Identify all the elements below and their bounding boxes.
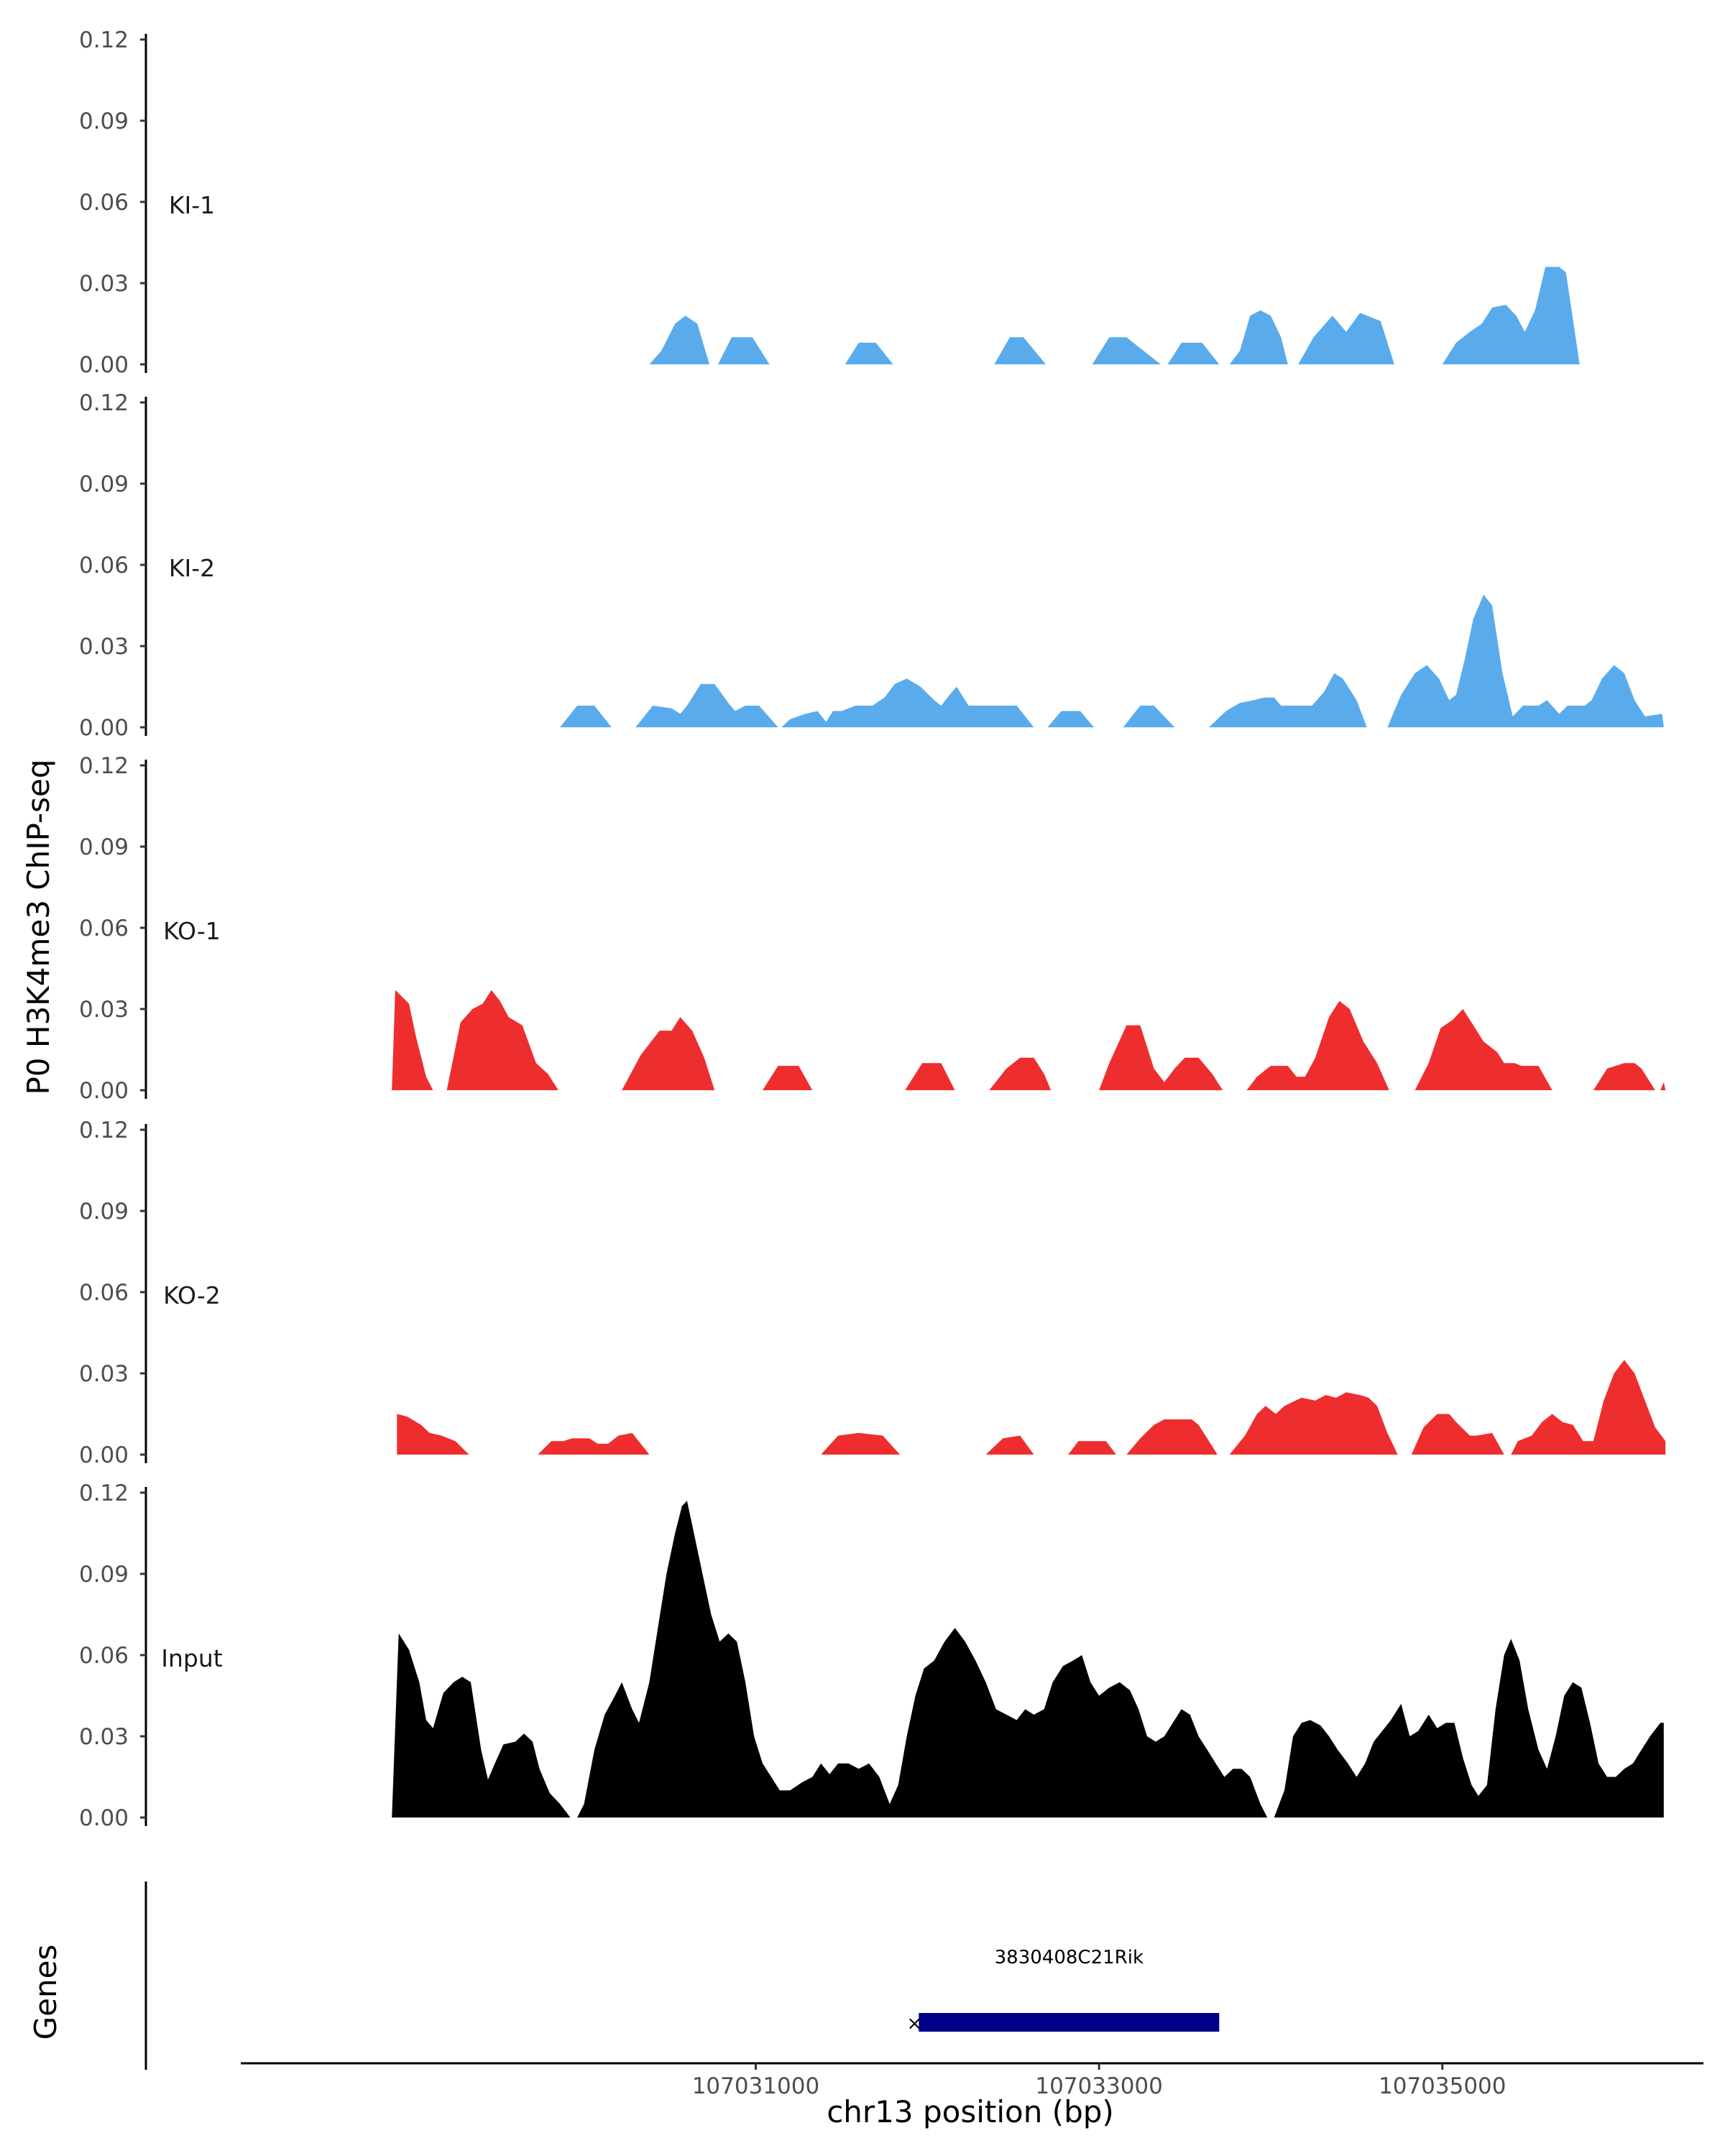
y-tick-label: 0.09 [79,1562,129,1588]
y-tick-label: 0.00 [79,1805,129,1831]
x-tick-label: 107035000 [1379,2073,1506,2099]
gene-3830408c21rik: 3830408C21Rik × [906,1947,1220,2035]
gene-body [919,2013,1220,2032]
y-tick-label: 0.00 [79,1442,129,1468]
track-label: KI-1 [169,191,215,219]
x-tick-label: 107031000 [692,2073,820,2099]
gene-label: 3830408C21Rik [995,1947,1144,1968]
track-label: Input [161,1644,223,1672]
y-tick-label: 0.12 [79,27,129,53]
y-tick-label: 0.03 [79,1724,129,1750]
y-axis-title: P0 H3K4me3 ChIP-seq [21,759,56,1095]
coverage-area-ki-1 [649,267,1580,364]
track-panel-ko-2: 0.00 0.03 0.06 0.09 0.12 KO-2 [79,1118,1666,1468]
y-tick-label: 0.06 [79,190,129,216]
track-label: KO-2 [163,1281,221,1309]
strand-marker: × [906,2013,922,2035]
y-tick-label: 0.00 [79,352,129,378]
y-tick-label: 0.09 [79,1199,129,1225]
y-tick-label: 0.00 [79,715,129,741]
y-tick-label: 0.09 [79,109,129,134]
track-panel-ki-1: 0.00 0.03 0.06 0.09 0.12 KI-1 [79,27,1580,378]
track-label: KO-1 [163,917,221,945]
track-panel-input: 0.00 0.03 0.06 0.09 0.12 Input [79,1480,1664,1831]
y-tick-label: 0.12 [79,1118,129,1143]
track-panels: 0.00 0.03 0.06 0.09 0.12 KI-1 0.00 0.03 0.06 0.09… [79,27,1666,1831]
coverage-area-ko-2 [397,1360,1666,1455]
track-panel-ko-1: 0.00 0.03 0.06 0.09 0.12 KO-1 [79,753,1666,1104]
y-tick-label: 0.03 [79,271,129,297]
y-tick-label: 0.03 [79,997,129,1023]
y-tick-label: 0.12 [79,753,129,779]
y-tick-label: 0.12 [79,1480,129,1506]
y-tick-label: 0.06 [79,553,129,579]
y-tick-label: 0.00 [79,1078,129,1104]
y-tick-label: 0.06 [79,1280,129,1306]
y-tick-label: 0.06 [79,1643,129,1669]
coverage-area-ki-2 [560,594,1664,727]
x-tick-label: 107033000 [1035,2073,1163,2099]
y-tick-label: 0.09 [79,834,129,860]
y-tick-label: 0.03 [79,1361,129,1387]
y-tick-label: 0.12 [79,390,129,416]
x-axis-title: chr13 position (bp) [827,2094,1114,2129]
coverage-area-input [392,1501,1664,1818]
y-tick-label: 0.03 [79,634,129,660]
y-tick-label: 0.06 [79,916,129,941]
track-label: KI-2 [169,554,215,582]
track-panel-ki-2: 0.00 0.03 0.06 0.09 0.12 KI-2 [79,390,1664,741]
y-tick-label: 0.09 [79,471,129,497]
x-axis: 107031000 107033000 107035000 [241,2062,1703,2099]
gene-panel: 3830408C21Rik × [144,1881,1220,2070]
genes-panel-title: Genes [28,1945,63,2040]
coverage-area-ko-1 [392,990,1666,1090]
